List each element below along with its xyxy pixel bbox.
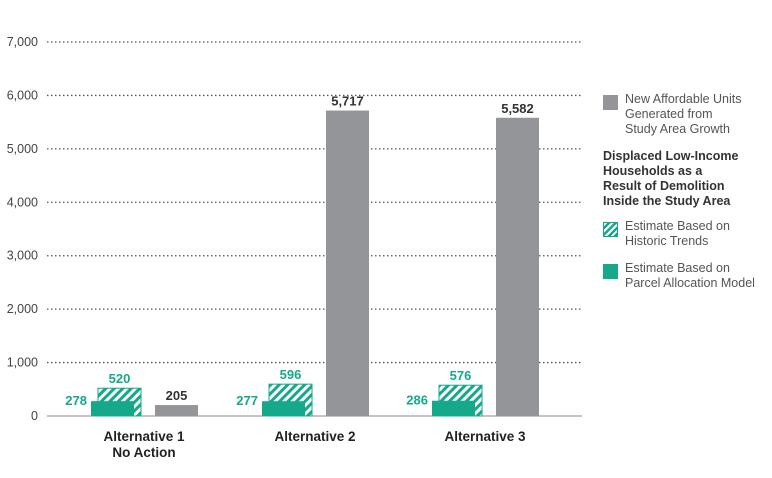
- x-category-label: Alternative 2: [274, 429, 355, 444]
- data-label-historic: 520: [109, 371, 131, 386]
- bar-parcel-allocation: [432, 400, 475, 416]
- y-tick-label: 7,000: [7, 35, 38, 49]
- data-label-parcel: 278: [65, 393, 87, 408]
- data-label-affordable: 205: [166, 388, 188, 403]
- y-tick-label: 1,000: [7, 356, 38, 370]
- x-axis-categories: Alternative 1No Action Alternative 2 Alter…: [103, 429, 526, 460]
- y-tick-label: 5,000: [7, 142, 38, 156]
- legend: New Affordable Units Generated from Stud…: [603, 92, 771, 303]
- legend-swatch-teal: [603, 264, 618, 279]
- legend-label-parcel-allocation: Estimate Based on Parcel Allocation Mode…: [625, 261, 755, 290]
- legend-swatch-gray: [603, 95, 618, 110]
- bar-affordable-units: [496, 117, 539, 416]
- legend-swatch-hatched: [603, 222, 618, 237]
- legend-item-parcel-allocation: Estimate Based on Parcel Allocation Mode…: [603, 261, 771, 291]
- y-axis-ticks: 7,000 6,000 5,000 4,000 3,000 2,000 1,000 0: [7, 35, 38, 423]
- bars: [91, 110, 539, 417]
- y-tick-label: 2,000: [7, 302, 38, 316]
- x-category-label: No Action: [112, 445, 175, 460]
- data-labels: 520 278 205 596 277 5,717 576 286 5,582: [65, 94, 533, 409]
- data-label-parcel: 277: [236, 393, 258, 408]
- data-label-historic: 596: [280, 367, 302, 382]
- y-tick-label: 3,000: [7, 249, 38, 263]
- y-tick-label: 0: [31, 409, 38, 423]
- bar-parcel-allocation: [91, 401, 134, 416]
- legend-heading-displaced-households: Displaced Low-Income Households as a Res…: [603, 149, 739, 208]
- legend-label-affordable-units: New Affordable Units Generated from Stud…: [625, 92, 742, 136]
- data-label-affordable: 5,582: [501, 101, 534, 116]
- x-category-label: Alternative 3: [444, 429, 526, 444]
- data-label-parcel: 286: [406, 393, 428, 408]
- bar-affordable-units: [326, 110, 369, 416]
- legend-label-historic-trends: Estimate Based on Historic Trends: [625, 219, 730, 248]
- x-category-label: Alternative 1: [103, 429, 185, 444]
- data-label-historic: 576: [450, 368, 472, 383]
- bar-affordable-units: [155, 405, 198, 416]
- y-tick-label: 4,000: [7, 195, 38, 209]
- data-label-affordable: 5,717: [331, 94, 364, 109]
- y-tick-label: 6,000: [7, 88, 38, 102]
- legend-item-historic-trends: Estimate Based on Historic Trends: [603, 219, 771, 249]
- bar-parcel-allocation: [262, 401, 305, 416]
- legend-item-affordable-units: New Affordable Units Generated from Stud…: [603, 92, 771, 137]
